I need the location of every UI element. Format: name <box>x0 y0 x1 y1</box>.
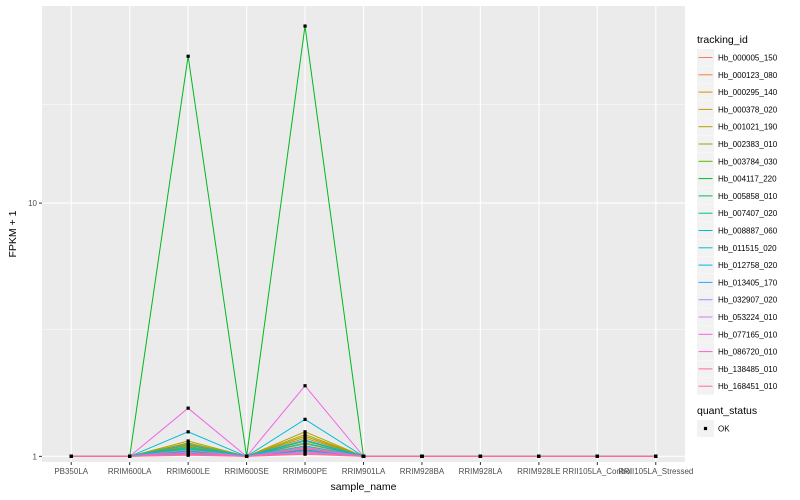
legend-label-Hb_012758_020: Hb_012758_020 <box>718 261 778 270</box>
data-point-Hb_168451_010-RRIM928BA <box>420 454 424 458</box>
x-tick-label: RRIM600PE <box>283 467 327 476</box>
data-point-Hb_002383_010-RRIM600LE <box>186 441 190 445</box>
legend-title-tracking-id: tracking_id <box>697 34 748 46</box>
data-point-Hb_001021_190-RRIM600PE <box>303 430 307 434</box>
legend-items: Hb_000005_150 Hb_000123_080 Hb_000295_140 H… <box>697 49 778 395</box>
legend-label-Hb_001021_190: Hb_001021_190 <box>718 123 778 132</box>
x-tick-label: RRIM600SE <box>224 467 268 476</box>
data-point-Hb_012758_020-RRIM600PE <box>303 438 307 442</box>
legend-label-Hb_005858_010: Hb_005858_010 <box>718 192 778 201</box>
x-tick-label: RRIM600LE <box>166 467 210 476</box>
x-tick-label: RRII105LA_Stressed <box>618 467 693 476</box>
data-points <box>69 24 658 458</box>
data-point-Hb_001021_190-RRIM600LE <box>186 439 190 443</box>
legend-label-quant-OK: OK <box>718 425 730 434</box>
x-tick-label: RRIM600LA <box>108 467 152 476</box>
data-point-Hb_168451_010-RRII105LA_Control <box>595 454 599 458</box>
legend-label-Hb_008887_060: Hb_008887_060 <box>718 227 778 236</box>
legend: tracking_id Hb_000005_150Hb_000123_080Hb… <box>697 34 778 437</box>
data-point-Hb_168451_010-RRIM600LA <box>128 454 132 458</box>
y-tick-label: 10 <box>28 199 37 208</box>
legend-label-Hb_077165_010: Hb_077165_010 <box>718 330 778 339</box>
data-point-Hb_168451_010-RRIM600PE <box>303 452 307 456</box>
legend-label-Hb_000295_140: Hb_000295_140 <box>718 88 778 97</box>
data-point-Hb_032907_020-RRIM600LE <box>186 448 190 452</box>
data-point-Hb_168451_010-RRIM600LE <box>186 453 190 457</box>
data-point-Hb_008887_060-RRIM600PE <box>303 441 307 445</box>
legend-quant-status-items: OK <box>697 420 730 437</box>
data-point-Hb_086720_010-RRIM600PE <box>303 447 307 451</box>
data-point-Hb_012758_020-RRIM600LE <box>186 443 190 447</box>
legend-label-Hb_013405_170: Hb_013405_170 <box>718 278 778 287</box>
data-point-Hb_077165_010-RRIM600PE <box>303 384 307 388</box>
data-point-Hb_168451_010-RRII105LA_Stressed <box>654 454 658 458</box>
x-tick-label: RRIM928BA <box>400 467 445 476</box>
legend-label-Hb_138485_010: Hb_138485_010 <box>718 365 778 374</box>
x-tick-label: RRIM928LE <box>517 467 561 476</box>
legend-label-Hb_168451_010: Hb_168451_010 <box>718 382 778 391</box>
legend-marker-quant-OK <box>703 426 708 431</box>
x-axis-title: sample_name <box>331 481 397 493</box>
legend-label-Hb_011515_020: Hb_011515_020 <box>718 244 777 253</box>
data-point-Hb_168451_010-RRIM901LA <box>361 454 366 458</box>
data-point-Hb_002383_010-RRIM600PE <box>303 434 307 438</box>
x-tick-label: PB350LA <box>54 467 88 476</box>
legend-label-Hb_053224_010: Hb_053224_010 <box>718 313 778 322</box>
legend-label-Hb_000123_080: Hb_000123_080 <box>718 71 778 80</box>
y-axis-title: FPKM + 1 <box>7 210 19 257</box>
legend-label-Hb_003784_030: Hb_003784_030 <box>718 157 778 166</box>
data-point-Hb_168451_010-PB350LA <box>69 454 73 458</box>
data-point-Hb_011515_020-RRIM600LE <box>186 430 190 434</box>
x-tick-label: RRIM901LA <box>342 467 386 476</box>
legend-label-Hb_000005_150: Hb_000005_150 <box>718 54 778 63</box>
data-point-Hb_000295_140-RRIM600PE <box>303 436 307 440</box>
legend-label-Hb_004117_220: Hb_004117_220 <box>718 175 777 184</box>
legend-label-Hb_000378_020: Hb_000378_020 <box>718 105 778 114</box>
data-point-Hb_000378_020-RRIM600PE <box>303 432 307 437</box>
axes: 1 10 PB350LA RRIM600LA RRIM600LE RRIM600SE RRI… <box>28 199 693 476</box>
data-point-Hb_086720_010-RRIM600LE <box>186 450 190 454</box>
legend-label-Hb_002383_010: Hb_002383_010 <box>718 140 778 149</box>
x-tick-label: RRII105LA_Control <box>563 467 633 476</box>
legend-title-quant-status: quant_status <box>697 405 757 417</box>
data-point-Hb_008887_060-RRIM600LE <box>186 446 190 450</box>
data-point-Hb_168451_010-RRIM600SE <box>244 454 249 458</box>
data-point-Hb_011515_020-RRIM600PE <box>303 417 307 421</box>
data-point-Hb_168451_010-RRIM928LE <box>537 454 541 458</box>
data-point-Hb_004117_220-RRIM600LE <box>186 54 190 58</box>
legend-label-Hb_086720_010: Hb_086720_010 <box>718 348 778 357</box>
legend-label-Hb_032907_020: Hb_032907_020 <box>718 296 778 305</box>
data-point-Hb_077165_010-RRIM600LE <box>186 406 190 410</box>
legend-label-Hb_007407_020: Hb_007407_020 <box>718 209 778 218</box>
data-point-Hb_032907_020-RRIM600PE <box>303 445 307 449</box>
y-tick-label: 1 <box>33 452 38 461</box>
data-point-Hb_168451_010-RRIM928LA <box>478 454 483 458</box>
x-tick-label: RRIM928LA <box>459 467 503 476</box>
data-point-Hb_004117_220-RRIM600PE <box>303 24 307 28</box>
